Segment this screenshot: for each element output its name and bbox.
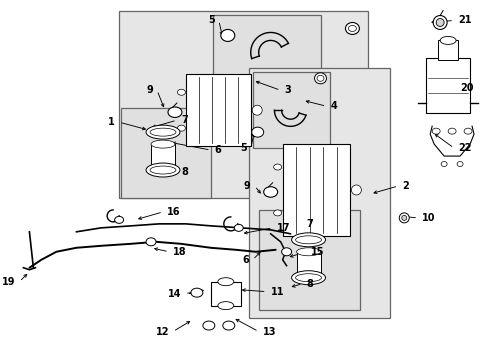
Bar [119, 10, 367, 198]
Text: 4: 4 [330, 101, 337, 111]
Text: 7: 7 [306, 219, 313, 229]
Ellipse shape [295, 274, 321, 282]
Ellipse shape [203, 321, 214, 330]
Text: 6: 6 [242, 255, 248, 265]
Text: 15: 15 [310, 247, 324, 257]
Text: 8: 8 [306, 279, 313, 289]
Text: 14: 14 [167, 289, 181, 299]
Ellipse shape [177, 89, 185, 95]
Ellipse shape [456, 162, 462, 167]
Text: 20: 20 [459, 83, 472, 93]
Text: 5: 5 [240, 143, 246, 153]
Ellipse shape [401, 215, 406, 220]
Text: 2: 2 [402, 181, 408, 191]
Bar [282, 144, 350, 236]
Text: 13: 13 [262, 327, 276, 337]
Ellipse shape [263, 187, 277, 197]
Ellipse shape [291, 271, 325, 285]
Bar [121, 108, 210, 198]
Ellipse shape [351, 185, 361, 195]
Ellipse shape [146, 238, 156, 246]
Text: 18: 18 [173, 247, 186, 257]
Ellipse shape [296, 248, 320, 256]
Ellipse shape [281, 248, 291, 256]
Ellipse shape [150, 166, 176, 174]
Bar [296, 252, 320, 274]
Ellipse shape [314, 73, 326, 84]
Ellipse shape [146, 163, 180, 177]
Ellipse shape [447, 128, 455, 134]
Ellipse shape [190, 288, 203, 297]
Text: 10: 10 [421, 213, 435, 223]
Bar [258, 210, 360, 310]
Ellipse shape [114, 216, 123, 223]
Ellipse shape [252, 105, 262, 115]
Text: 11: 11 [270, 287, 284, 297]
Ellipse shape [251, 127, 263, 137]
Text: 7: 7 [181, 115, 187, 125]
Ellipse shape [223, 321, 234, 330]
Ellipse shape [440, 162, 446, 167]
Ellipse shape [439, 36, 455, 44]
Text: 22: 22 [457, 143, 470, 153]
Text: 12: 12 [155, 327, 169, 337]
Text: 3: 3 [284, 85, 291, 95]
Bar [252, 72, 330, 148]
Ellipse shape [168, 107, 182, 117]
Ellipse shape [217, 278, 233, 286]
Text: 17: 17 [276, 223, 289, 233]
Ellipse shape [345, 22, 359, 35]
Ellipse shape [295, 236, 321, 244]
Ellipse shape [150, 128, 176, 136]
Ellipse shape [291, 233, 325, 247]
Bar [426, 58, 469, 113]
Text: 9: 9 [146, 85, 153, 95]
Ellipse shape [273, 210, 281, 216]
Ellipse shape [432, 15, 446, 30]
Ellipse shape [234, 224, 243, 231]
Bar [151, 144, 175, 166]
Bar [248, 68, 389, 318]
Text: 9: 9 [244, 181, 250, 191]
Ellipse shape [273, 164, 281, 170]
Text: 8: 8 [181, 167, 187, 177]
Bar [437, 40, 457, 60]
Text: 6: 6 [214, 145, 221, 155]
Ellipse shape [463, 128, 471, 134]
Ellipse shape [217, 302, 233, 310]
Text: 21: 21 [457, 15, 470, 26]
Ellipse shape [221, 30, 234, 41]
Text: 1: 1 [108, 117, 115, 127]
Ellipse shape [435, 18, 443, 27]
Ellipse shape [151, 140, 175, 148]
Ellipse shape [177, 125, 185, 131]
Bar [210, 282, 240, 306]
Bar [186, 74, 251, 146]
Ellipse shape [316, 75, 324, 81]
Bar [212, 14, 320, 80]
Ellipse shape [399, 213, 408, 223]
Ellipse shape [146, 125, 180, 139]
Text: 19: 19 [2, 277, 16, 287]
Ellipse shape [431, 128, 439, 134]
Ellipse shape [348, 26, 356, 31]
Text: 16: 16 [166, 207, 180, 217]
Text: 5: 5 [208, 15, 214, 26]
